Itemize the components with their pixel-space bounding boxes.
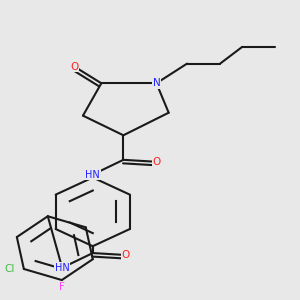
Text: O: O — [152, 157, 160, 167]
Text: O: O — [122, 250, 130, 260]
Text: N: N — [153, 78, 160, 88]
Text: F: F — [59, 282, 65, 292]
Text: HN: HN — [85, 169, 100, 179]
Text: O: O — [70, 61, 79, 72]
Text: HN: HN — [55, 263, 70, 273]
Text: Cl: Cl — [4, 264, 14, 274]
